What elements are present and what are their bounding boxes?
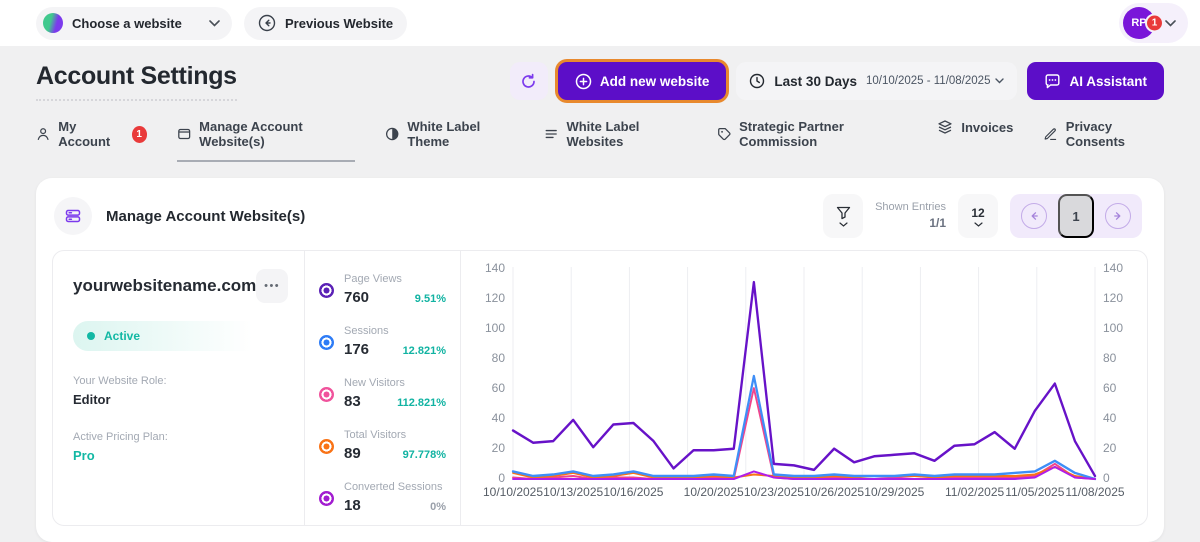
tab-white-label-theme[interactable]: White Label Theme <box>385 119 514 162</box>
website-name: yourwebsitename.com <box>73 276 257 295</box>
user-menu[interactable]: RP 1 <box>1119 3 1188 43</box>
chart-lines <box>511 267 1097 481</box>
ai-assistant-button[interactable]: AI Assistant <box>1027 62 1164 100</box>
tab-my-account[interactable]: My Account 1 <box>36 119 147 162</box>
status-label: Active <box>104 329 141 343</box>
tab-label: Invoices <box>961 119 1014 135</box>
current-page-button[interactable]: 1 <box>1058 194 1094 238</box>
browser-icon <box>177 128 190 140</box>
converted-sessions-icon <box>319 491 334 506</box>
tab-label: Strategic Partner Commission <box>739 119 844 149</box>
arrow-left-circle-icon <box>258 14 276 32</box>
notification-badge: 1 <box>1145 13 1164 33</box>
tab-manage-account-websites[interactable]: Manage Account Website(s) <box>176 119 355 162</box>
pen-icon <box>1044 128 1057 140</box>
next-page-button[interactable] <box>1105 203 1131 229</box>
shown-entries: Shown Entries 1/1 <box>875 200 946 232</box>
new-visitors-icon <box>319 387 334 402</box>
date-range-label: Last 30 Days <box>774 73 857 89</box>
previous-page-button[interactable] <box>1021 203 1047 229</box>
add-new-website-label: Add new website <box>599 73 710 89</box>
plan-label: Active Pricing Plan: <box>73 431 168 443</box>
stat-page-views: Page Views 760 9.51% <box>319 261 446 313</box>
page-size-select[interactable]: 12 <box>958 194 998 238</box>
role-value: Editor <box>73 392 111 407</box>
page-views-icon <box>319 283 334 298</box>
date-range-value: 10/10/2025 - 11/08/2025 <box>865 75 991 87</box>
more-options-button[interactable]: ••• <box>256 269 288 303</box>
chevron-down-icon <box>1165 19 1176 27</box>
tab-label: White Label Websites <box>566 119 640 149</box>
previous-website-button[interactable]: Previous Website <box>244 6 408 40</box>
status-dot-icon <box>87 332 95 340</box>
chevron-down-icon <box>209 19 220 27</box>
tab-label: My Account <box>58 119 111 149</box>
chevron-down-icon <box>973 221 983 227</box>
topbar: Choose a website Previous Website RP 1 <box>0 0 1200 46</box>
total-visitors-icon <box>319 439 334 454</box>
plus-circle-icon <box>575 73 592 89</box>
website-selector[interactable]: Choose a website <box>36 6 232 40</box>
page-title: Account Settings <box>36 62 237 101</box>
y-axis-left: 140 120 100 80 60 40 20 0 <box>484 261 505 485</box>
previous-website-label: Previous Website <box>285 15 394 31</box>
refresh-button[interactable] <box>509 62 548 100</box>
role-label: Your Website Role: <box>73 375 167 387</box>
sessions-icon <box>319 335 334 350</box>
chevron-down-icon <box>995 78 1005 84</box>
tag-icon <box>717 127 731 141</box>
panel-title: Manage Account Website(s) <box>106 207 306 225</box>
clock-icon <box>750 73 765 89</box>
website-info-column: yourwebsitename.com ••• Active Your Webs… <box>53 251 304 525</box>
filter-button[interactable] <box>823 194 864 238</box>
stats-column: Page Views 760 9.51% Sessions 176 12.821% … <box>304 251 460 525</box>
filter-icon <box>836 206 850 219</box>
contrast-icon <box>385 127 399 141</box>
chevron-down-icon <box>838 221 848 227</box>
manage-websites-panel: Manage Account Website(s) Shown Entries … <box>36 178 1164 542</box>
tab-label: Privacy Consents <box>1065 119 1126 149</box>
shown-entries-label: Shown Entries <box>875 200 946 213</box>
tab-white-label-websites[interactable]: White Label Websites <box>544 119 687 162</box>
chat-icon <box>1045 73 1060 88</box>
pagination: 1 <box>1010 194 1142 238</box>
add-new-website-button[interactable]: Add new website <box>557 62 727 100</box>
person-icon <box>37 128 49 140</box>
traffic-chart: 140 120 100 80 60 40 20 0 10/10/2025 10/13/2025 1… <box>460 251 1147 525</box>
server-icon <box>54 197 92 235</box>
refresh-icon <box>522 73 536 88</box>
tab-badge: 1 <box>131 125 147 143</box>
website-selector-label: Choose a website <box>72 15 182 31</box>
tab-label: Manage Account Website(s) <box>199 119 303 149</box>
shown-entries-value: 1/1 <box>929 216 946 231</box>
tab-strategic-partner-commission[interactable]: Strategic Partner Commission <box>717 119 908 162</box>
stat-sessions: Sessions 176 12.821% <box>319 313 446 365</box>
ellipsis-icon: ••• <box>264 280 281 292</box>
layers-icon <box>938 120 952 134</box>
website-row: yourwebsitename.com ••• Active Your Webs… <box>52 250 1148 526</box>
arrow-right-icon <box>1114 212 1121 220</box>
date-range-picker[interactable]: Last 30 Days 10/10/2025 - 11/08/2025 <box>736 62 1018 100</box>
website-logo-icon <box>43 13 63 33</box>
stat-total-visitors: Total Visitors 89 97.778% <box>319 417 446 469</box>
stat-converted-sessions: Converted Sessions 18 0% <box>319 469 446 521</box>
page-header: Account Settings Add new website Last 30… <box>36 62 1164 101</box>
status-badge: Active <box>73 321 263 351</box>
tab-label: White Label Theme <box>407 119 481 149</box>
ai-assistant-label: AI Assistant <box>1069 73 1147 89</box>
page-size-value: 12 <box>971 205 985 220</box>
stat-new-visitors: New Visitors 83 112.821% <box>319 365 446 417</box>
plan-value: Pro <box>73 448 95 463</box>
y-axis-right: 140 120 100 80 60 40 20 0 <box>1103 261 1124 485</box>
x-axis-labels: 10/10/2025 10/13/2025 10/16/2025 10/20/2025… <box>482 485 1125 499</box>
settings-tabs: My Account 1 Manage Account Website(s) W… <box>36 119 1164 162</box>
lines-icon <box>545 129 557 139</box>
arrow-left-icon <box>1031 212 1038 220</box>
tab-privacy-consents[interactable]: Privacy Consents <box>1043 119 1164 162</box>
avatar: RP 1 <box>1123 7 1164 39</box>
tab-invoices[interactable]: Invoices <box>937 119 1013 148</box>
chart-plot: 10/10/2025 10/13/2025 10/16/2025 10/20/2025… <box>483 267 1125 499</box>
